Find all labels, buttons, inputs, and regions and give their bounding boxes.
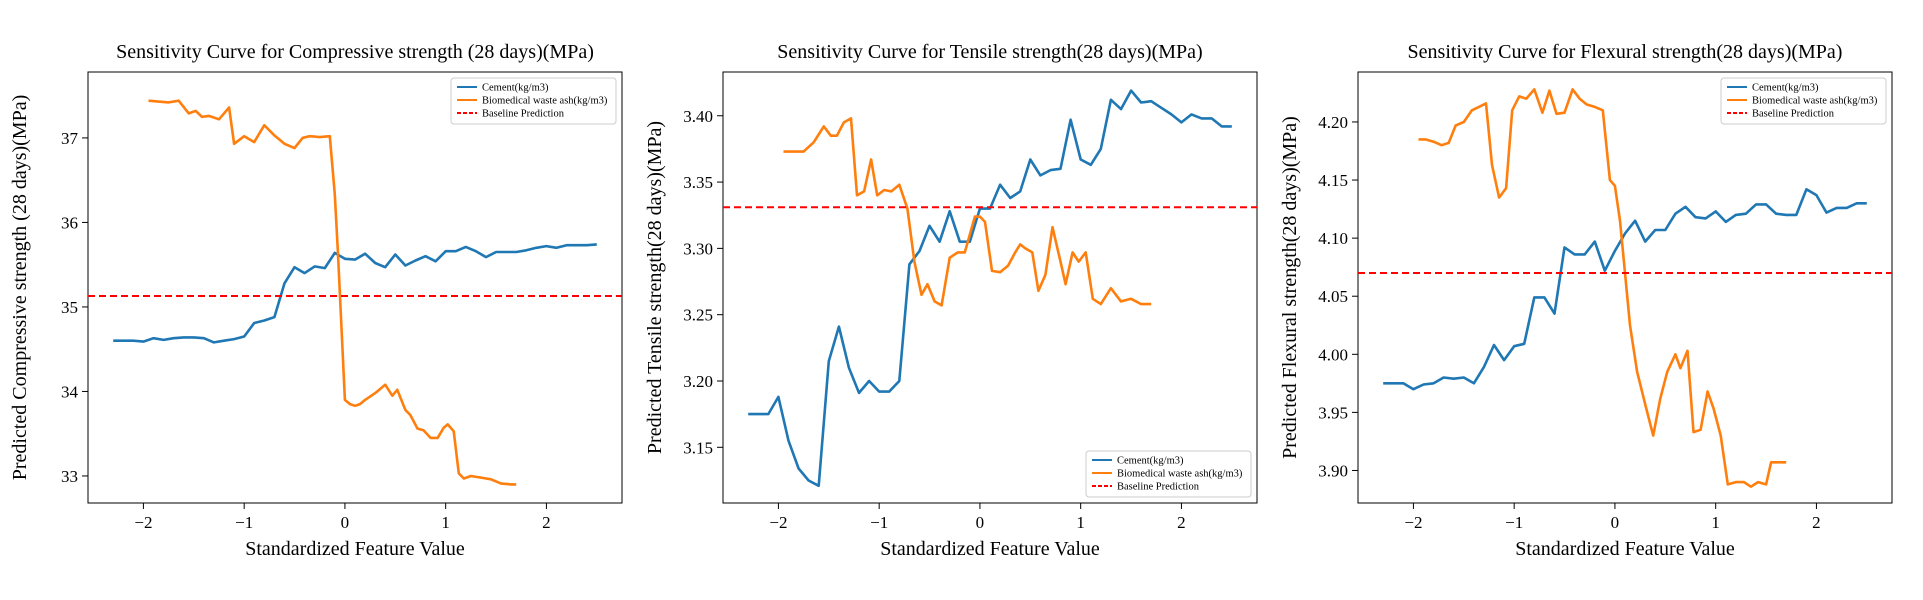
plot-frame bbox=[1357, 71, 1893, 504]
chart-title: Sensitivity Curve for Compressive streng… bbox=[116, 41, 594, 63]
legend-label: Biomedical waste ash(kg/m3) bbox=[1752, 96, 1878, 107]
x-tick-label: 2 bbox=[542, 513, 551, 532]
x-tick-label: 1 bbox=[1711, 513, 1720, 532]
y-tick-label: 4.05 bbox=[1318, 287, 1348, 306]
y-axis-label: Predicted Tensile strength(28 days)(MPa) bbox=[644, 121, 666, 454]
legend-label: Biomedical waste ash(kg/m3) bbox=[482, 96, 608, 107]
y-tick-label: 4.15 bbox=[1318, 171, 1348, 190]
y-tick-label: 4.10 bbox=[1318, 229, 1348, 248]
y-tick-label: 37 bbox=[61, 129, 79, 148]
x-axis-label: Standardized Feature Value bbox=[1515, 538, 1735, 560]
x-tick-label: 0 bbox=[341, 513, 350, 532]
y-tick-label: 33 bbox=[61, 467, 78, 486]
legend-label: Cement(kg/m3) bbox=[1752, 83, 1819, 94]
x-axis-label: Standardized Feature Value bbox=[245, 538, 465, 560]
y-tick-label: 36 bbox=[61, 213, 78, 232]
series-line-cement bbox=[1383, 188, 1867, 391]
x-tick-label: −2 bbox=[1404, 513, 1422, 532]
y-tick-label: 35 bbox=[61, 298, 78, 317]
x-tick-label: −2 bbox=[769, 513, 787, 532]
series-line-biomedical-waste-ash bbox=[1418, 88, 1787, 489]
y-tick-label: 4.00 bbox=[1318, 345, 1348, 364]
x-tick-label: −1 bbox=[870, 513, 888, 532]
x-tick-label: −1 bbox=[1505, 513, 1523, 532]
chart-panel-2: Sensitivity Curve for Tensile strength(2… bbox=[644, 41, 1258, 560]
y-axis-label: Predicted Compressive strength (28 days)… bbox=[9, 95, 31, 480]
legend: Cement(kg/m3) Biomedical waste ash(kg/m3)… bbox=[1085, 450, 1252, 498]
legend-label: Baseline Prediction bbox=[1752, 109, 1835, 120]
y-tick-label: 3.15 bbox=[683, 438, 713, 457]
chart-title: Sensitivity Curve for Tensile strength(2… bbox=[777, 41, 1202, 63]
series-line-biomedical-waste-ash bbox=[148, 99, 517, 486]
legend-label: Biomedical waste ash(kg/m3) bbox=[1117, 469, 1243, 480]
y-tick-label: 4.20 bbox=[1318, 113, 1348, 132]
plot-frame bbox=[87, 71, 623, 504]
y-axis-label: Predicted Flexural strength(28 days)(MPa… bbox=[1279, 116, 1301, 459]
x-tick-label: 0 bbox=[976, 513, 985, 532]
series-line-cement bbox=[748, 89, 1232, 488]
legend-label: Cement(kg/m3) bbox=[482, 83, 549, 94]
legend-label: Cement(kg/m3) bbox=[1117, 456, 1184, 467]
y-tick-label: 3.35 bbox=[683, 173, 713, 192]
x-tick-label: −2 bbox=[134, 513, 152, 532]
series-line-cement bbox=[113, 243, 597, 344]
plot-frame bbox=[722, 71, 1258, 504]
y-tick-label: 3.30 bbox=[683, 239, 713, 258]
y-tick-label: 3.25 bbox=[683, 306, 713, 325]
x-tick-label: 0 bbox=[1611, 513, 1620, 532]
legend-box bbox=[1085, 450, 1252, 498]
y-tick-label: 3.40 bbox=[683, 107, 713, 126]
x-tick-label: 2 bbox=[1177, 513, 1186, 532]
y-tick-label: 3.90 bbox=[1318, 461, 1348, 480]
y-tick-label: 34 bbox=[61, 382, 79, 401]
legend-label: Baseline Prediction bbox=[1117, 482, 1200, 493]
y-tick-label: 3.20 bbox=[683, 372, 713, 391]
x-tick-label: 2 bbox=[1812, 513, 1821, 532]
legend-label: Baseline Prediction bbox=[482, 109, 565, 120]
x-axis-label: Standardized Feature Value bbox=[880, 538, 1100, 560]
chart-panel-3: Sensitivity Curve for Flexural strength(… bbox=[1279, 41, 1893, 560]
series-line-biomedical-waste-ash bbox=[783, 117, 1152, 307]
x-tick-label: 1 bbox=[441, 513, 450, 532]
legend: Cement(kg/m3) Biomedical waste ash(kg/m3)… bbox=[450, 77, 617, 125]
chart-title: Sensitivity Curve for Flexural strength(… bbox=[1408, 41, 1843, 63]
x-tick-label: 1 bbox=[1076, 513, 1085, 532]
x-tick-label: −1 bbox=[235, 513, 253, 532]
chart-panel-1: Sensitivity Curve for Compressive streng… bbox=[9, 41, 623, 560]
legend-box bbox=[1720, 77, 1887, 125]
legend-box bbox=[450, 77, 617, 125]
legend: Cement(kg/m3) Biomedical waste ash(kg/m3)… bbox=[1720, 77, 1887, 125]
y-tick-label: 3.95 bbox=[1318, 403, 1348, 422]
